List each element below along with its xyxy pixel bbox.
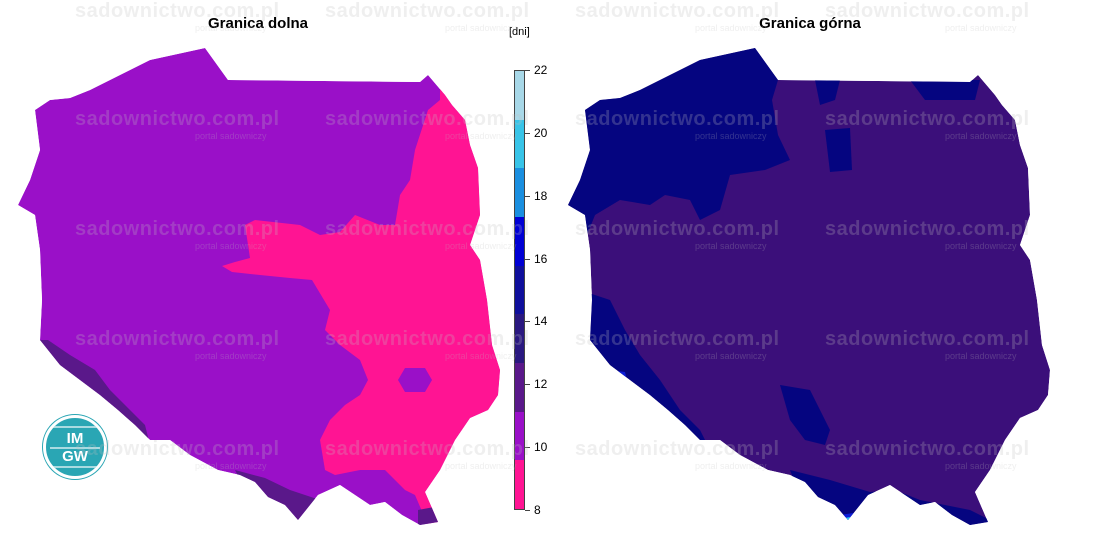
legend-color-segment (515, 411, 524, 461)
region-purple-patch (398, 368, 432, 392)
logo-text-top: IM (66, 430, 84, 447)
legend-color-segment (515, 71, 524, 120)
legend-tick-mark (525, 70, 530, 71)
legend-color-bar (514, 70, 525, 510)
region-pink (222, 75, 500, 525)
legend-tick-mark (525, 321, 530, 323)
color-legend: [dni] 8 10 12 14 16 18 20 22 (505, 20, 565, 530)
lower-bound-map (18, 48, 500, 525)
legend-tick-label: 12 (534, 377, 548, 392)
legend-tick-label: 8 (534, 503, 541, 517)
imgw-logo: IM GW (43, 415, 107, 479)
legend-tick-mark (525, 195, 530, 197)
region-cyan-patch (845, 516, 855, 525)
map-title-upper-bound: Granica górna (759, 15, 861, 32)
map-title-lower-bound: Granica dolna (207, 15, 309, 32)
legend-tick-label: 22 (534, 63, 548, 77)
legend-tick-label: 16 (534, 251, 548, 266)
legend-color-segment (515, 168, 524, 218)
legend-tick-mark (525, 132, 530, 134)
region-navy-patch (780, 385, 830, 445)
legend-color-segment (515, 460, 524, 510)
region-navy-patch (815, 80, 840, 105)
legend-tick-label: 18 (534, 188, 548, 203)
region-dark-southeast (418, 505, 445, 525)
logo-stripe (50, 447, 100, 449)
logo-text-bottom: GW (62, 448, 88, 465)
legend-unit-label: [dni] (509, 26, 530, 38)
upper-bound-map (568, 48, 1050, 525)
legend-color-segment (515, 119, 524, 169)
region-navy-patch (910, 80, 980, 100)
legend-tick-mark (525, 258, 530, 260)
legend-tick-mark (525, 447, 530, 449)
legend-tick-label: 10 (534, 440, 548, 455)
legend-color-segment (515, 265, 524, 315)
region-navy-patch (825, 128, 852, 172)
legend-color-segment (515, 363, 524, 412)
legend-color-segment (515, 314, 524, 364)
legend-color-segment (515, 217, 524, 266)
legend-tick-label: 20 (534, 125, 548, 140)
legend-tick-mark (525, 384, 530, 386)
region-blue-patch (840, 512, 860, 525)
logo-stripe (50, 466, 100, 468)
legend-tick-label: 14 (534, 314, 548, 329)
legend-tick-mark (525, 510, 530, 511)
logo-stripe (50, 426, 100, 428)
